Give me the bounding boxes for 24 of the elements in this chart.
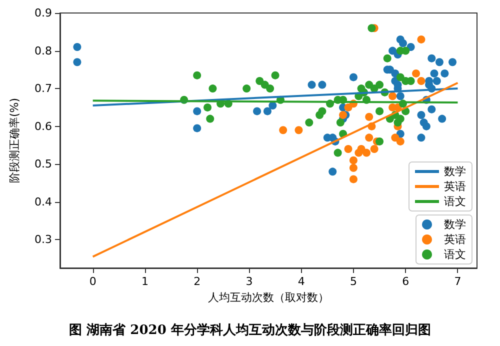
y-tick-label: 0.7 [34, 82, 52, 96]
legend-label: 语文 [444, 248, 466, 261]
legend-label: 数学 [444, 165, 466, 178]
legend-label: 英语 [444, 233, 466, 246]
y-tick-label: 0.4 [34, 195, 52, 208]
x-tick-label: 4 [298, 275, 305, 288]
y-tick-label: 0.9 [34, 6, 52, 20]
x-tick-label: 6 [402, 275, 410, 288]
x-tick-label: 7 [454, 275, 462, 288]
text: 图 湖南省 2020 年分学科人均互动次数与阶段测正确率回归图 [69, 322, 431, 338]
x-tick-label: 1 [141, 275, 148, 288]
legend-label: 数学 [444, 218, 466, 231]
x-tick-label: 0 [89, 275, 96, 288]
x-axis-title: 人均互动次数（取对数） [208, 290, 329, 304]
y-tick-label: 0.5 [34, 158, 52, 171]
legend-label: 英语 [444, 180, 466, 193]
x-tick-label: 2 [194, 275, 201, 288]
x-tick-label: 3 [246, 275, 253, 288]
legend-label: 语文 [444, 195, 466, 208]
y-axis-title: 阶段测正确率(%) [8, 98, 21, 184]
x-tick-label: 5 [350, 275, 357, 288]
y-tick-label: 0.6 [34, 120, 52, 133]
y-tick-label: 0.3 [34, 233, 52, 246]
y-tick-label: 0.8 [34, 44, 52, 58]
